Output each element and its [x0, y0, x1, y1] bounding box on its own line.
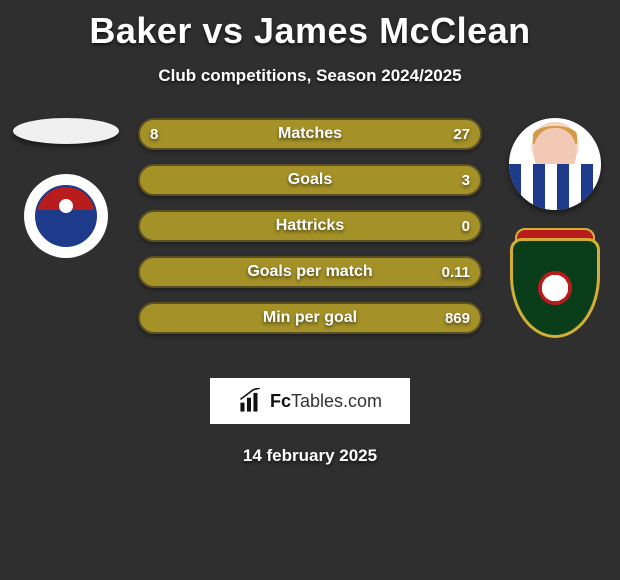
stats-icon	[238, 388, 264, 414]
stat-bars: 8Matches27 Goals3 Hattricks0 Goals per matc…	[138, 118, 482, 348]
brand-text: FcTables.com	[270, 391, 382, 412]
brand-logo: FcTables.com	[210, 378, 410, 424]
stat-row: Goals3	[138, 164, 482, 196]
stat-row: Min per goal869	[138, 302, 482, 334]
stat-label: Goals per match	[140, 258, 480, 286]
subtitle: Club competitions, Season 2024/2025	[0, 66, 620, 86]
page-title: Baker vs James McClean	[0, 0, 620, 52]
player1-club-crest	[16, 174, 116, 258]
stat-right-value: 0	[462, 212, 470, 240]
player1-avatar	[13, 118, 119, 144]
player2-column	[497, 118, 612, 342]
stat-row: 8Matches27	[138, 118, 482, 150]
stat-right-value: 869	[445, 304, 470, 332]
brand-prefix: Fc	[270, 391, 291, 411]
stat-row: Goals per match0.11	[138, 256, 482, 288]
player2-avatar	[509, 118, 601, 210]
stat-label: Min per goal	[140, 304, 480, 332]
comparison-date: 14 february 2025	[0, 446, 620, 466]
player2-club-crest	[505, 232, 605, 342]
comparison-area: 8Matches27 Goals3 Hattricks0 Goals per matc…	[0, 118, 620, 378]
stat-label: Hattricks	[140, 212, 480, 240]
stat-right-value: 3	[462, 166, 470, 194]
player1-column	[8, 118, 123, 258]
stat-row: Hattricks0	[138, 210, 482, 242]
stat-right-value: 27	[453, 120, 470, 148]
stat-label: Goals	[140, 166, 480, 194]
stat-right-value: 0.11	[442, 258, 470, 286]
stat-label: Matches	[140, 120, 480, 148]
brand-suffix: Tables.com	[291, 391, 382, 411]
